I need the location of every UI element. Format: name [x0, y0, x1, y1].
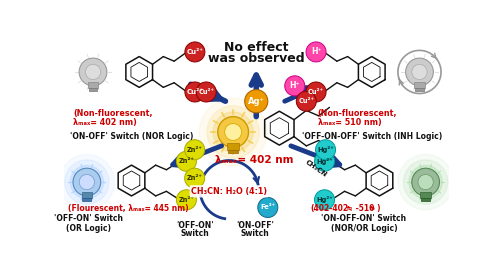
Circle shape: [184, 168, 204, 188]
Circle shape: [404, 160, 448, 204]
Circle shape: [306, 82, 326, 102]
Text: (Non-fluorescent,: (Non-fluorescent,: [73, 109, 152, 118]
Text: No effect: No effect: [224, 41, 288, 54]
Text: Cu²⁺: Cu²⁺: [298, 98, 314, 104]
Circle shape: [196, 82, 216, 102]
Circle shape: [176, 151, 197, 171]
Bar: [228, 143, 239, 150]
Text: λₘₐₓ= 510 nm): λₘₐₓ= 510 nm): [318, 118, 382, 127]
Circle shape: [79, 174, 94, 190]
Text: Hg²⁺: Hg²⁺: [316, 196, 333, 203]
Circle shape: [316, 140, 336, 160]
Text: 'ON-OFF-ON' Switch: 'ON-OFF-ON' Switch: [322, 214, 406, 223]
Text: 'ON-OFF': 'ON-OFF': [236, 221, 274, 230]
Circle shape: [418, 174, 434, 190]
Circle shape: [409, 165, 442, 199]
Circle shape: [412, 168, 440, 196]
Bar: [420, 192, 431, 198]
Text: 'OFF-ON': 'OFF-ON': [176, 221, 214, 230]
Circle shape: [64, 160, 109, 204]
Text: Cu²⁺: Cu²⁺: [186, 89, 204, 95]
Text: Ag⁺: Ag⁺: [248, 97, 264, 106]
Bar: [82, 192, 92, 198]
Text: was observed: was observed: [208, 52, 304, 65]
Circle shape: [213, 112, 253, 152]
Bar: [421, 198, 430, 201]
Text: (Non-fluorescent,: (Non-fluorescent,: [318, 109, 398, 118]
Text: Zn²⁺: Zn²⁺: [178, 158, 194, 164]
Text: Switch: Switch: [240, 229, 269, 238]
Circle shape: [70, 165, 103, 199]
Circle shape: [296, 91, 316, 111]
Circle shape: [176, 190, 197, 210]
Circle shape: [314, 190, 334, 210]
Circle shape: [284, 76, 305, 96]
Text: CH₃CN: H₂O (4:1): CH₃CN: H₂O (4:1): [191, 187, 268, 196]
Circle shape: [200, 98, 267, 166]
Bar: [88, 88, 98, 91]
Text: H⁺: H⁺: [311, 47, 322, 56]
Circle shape: [73, 168, 101, 196]
Text: Hg²⁺: Hg²⁺: [316, 158, 333, 165]
Text: Zn²⁺: Zn²⁺: [186, 147, 202, 153]
Text: 'OFF-ON' Switch: 'OFF-ON' Switch: [54, 214, 123, 223]
Circle shape: [406, 58, 433, 86]
Circle shape: [218, 117, 248, 147]
Circle shape: [412, 64, 427, 80]
Circle shape: [306, 42, 326, 62]
Text: ): ): [376, 204, 380, 213]
Text: (402-402: (402-402: [310, 204, 348, 213]
Text: (Flourescent, λₘₐₓ= 445 nm): (Flourescent, λₘₐₓ= 445 nm): [68, 204, 188, 213]
Circle shape: [224, 123, 242, 140]
Text: H⁺: H⁺: [290, 81, 300, 90]
Text: Cu²⁺: Cu²⁺: [308, 89, 324, 95]
Text: fe: fe: [370, 206, 376, 211]
Text: Switch: Switch: [180, 229, 209, 238]
Circle shape: [184, 140, 204, 160]
Bar: [82, 198, 92, 201]
Circle shape: [244, 90, 268, 113]
Text: Zn²⁺: Zn²⁺: [186, 175, 202, 181]
Text: Cu²⁺: Cu²⁺: [198, 89, 214, 95]
Text: λₘₐₓ= 402 nm): λₘₐₓ= 402 nm): [73, 118, 137, 127]
Circle shape: [59, 154, 114, 210]
Circle shape: [185, 42, 205, 62]
Text: fq: fq: [347, 206, 353, 211]
Text: -510: -510: [354, 204, 374, 213]
Bar: [414, 82, 425, 88]
Text: 'ON-OFF' Switch (NOR Logic): 'ON-OFF' Switch (NOR Logic): [70, 132, 194, 141]
Circle shape: [185, 82, 205, 102]
Circle shape: [79, 58, 107, 86]
Circle shape: [398, 154, 454, 210]
Text: 'OFF-ON-OFF' Switch (INH Logic): 'OFF-ON-OFF' Switch (INH Logic): [302, 132, 442, 141]
Text: λₘₐₓ= 402 nm: λₘₐₓ= 402 nm: [216, 155, 294, 165]
Bar: [88, 82, 99, 88]
Circle shape: [258, 197, 278, 218]
Circle shape: [207, 106, 260, 158]
Text: (NOR/OR Logic): (NOR/OR Logic): [330, 224, 398, 233]
Text: Hg²⁺: Hg²⁺: [317, 146, 334, 153]
Bar: [415, 88, 424, 91]
Bar: [228, 150, 238, 153]
Circle shape: [86, 64, 100, 80]
Text: (OR Logic): (OR Logic): [66, 224, 111, 233]
Text: Fe³⁺: Fe³⁺: [260, 205, 276, 210]
Circle shape: [314, 151, 334, 171]
Text: CH₃CN: CH₃CN: [304, 159, 328, 178]
Text: Cu²⁺: Cu²⁺: [186, 49, 204, 55]
Text: Zn²⁺: Zn²⁺: [178, 197, 194, 203]
